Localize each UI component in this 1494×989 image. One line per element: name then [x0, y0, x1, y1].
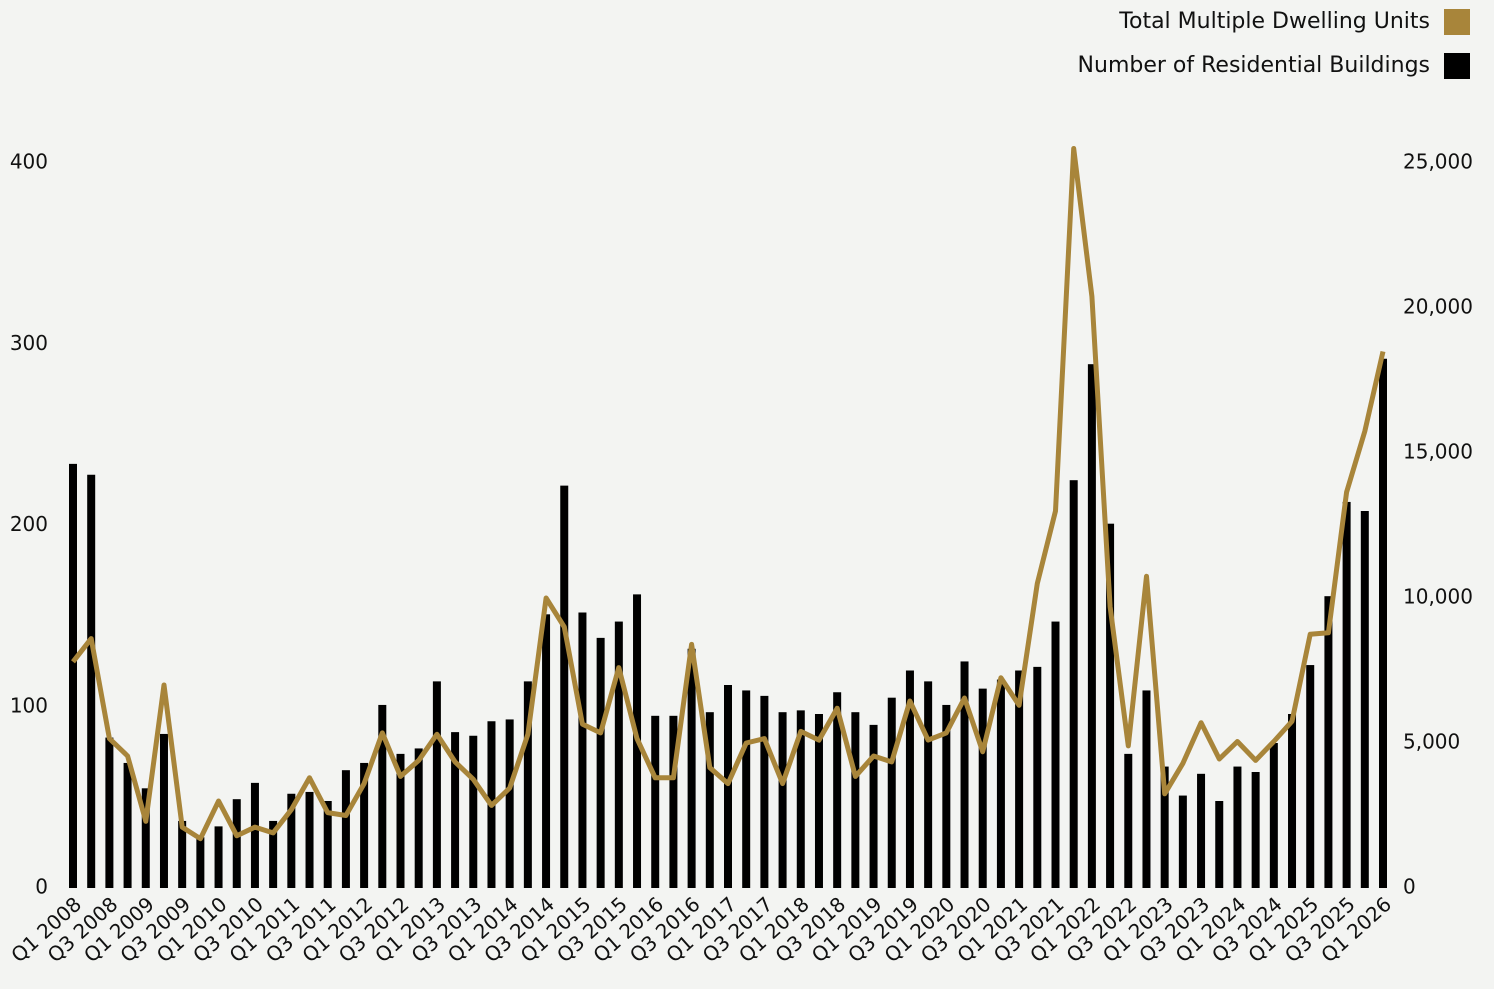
bar [232, 799, 241, 888]
y-tick-label: 200 [10, 512, 48, 536]
bar [1124, 753, 1133, 888]
bar [178, 820, 187, 888]
bar [159, 733, 168, 888]
bar [196, 837, 205, 888]
bar [669, 715, 678, 888]
bar [505, 719, 514, 888]
legend-swatch [1444, 53, 1470, 79]
bar [523, 681, 532, 888]
bar [960, 661, 969, 888]
y-tick-label: 400 [10, 150, 48, 174]
bar [451, 732, 460, 888]
y2-tick-label: 10,000 [1403, 585, 1473, 609]
bar [1015, 670, 1024, 888]
bar [978, 688, 987, 888]
y2-tick-label: 20,000 [1403, 295, 1473, 319]
bar [687, 648, 696, 888]
bar [1215, 801, 1224, 888]
bar [1051, 621, 1060, 888]
legend-label: Number of Residential Buildings [1078, 53, 1430, 78]
bar [1178, 795, 1187, 888]
bar [69, 463, 77, 888]
bar [560, 485, 569, 888]
bar [214, 826, 223, 888]
legend-swatch [1444, 9, 1470, 35]
bar [123, 762, 132, 888]
bar [1160, 766, 1169, 888]
bar [851, 712, 860, 888]
bar [1142, 690, 1151, 888]
bar [1306, 665, 1315, 888]
bar [1233, 766, 1242, 888]
bar [1360, 511, 1369, 888]
bar [887, 697, 896, 888]
bar [1324, 596, 1333, 888]
bar [742, 690, 751, 888]
bar [1069, 480, 1078, 888]
bar [724, 685, 732, 888]
bar [269, 820, 278, 888]
bar [651, 715, 660, 888]
bar [905, 670, 914, 888]
bar [1106, 523, 1115, 888]
bar [1342, 501, 1351, 888]
bar [87, 474, 96, 888]
bar [1087, 364, 1096, 888]
bar [778, 712, 787, 888]
bar [432, 681, 441, 888]
bar [305, 791, 314, 888]
bar [341, 770, 350, 888]
legend-label: Total Multiple Dwelling Units [1118, 9, 1430, 34]
line [71, 146, 1386, 842]
bar [1288, 714, 1297, 888]
bar [360, 762, 369, 888]
bar [141, 788, 150, 888]
bar [323, 801, 332, 888]
y2-tick-label: 25,000 [1403, 150, 1473, 174]
bar [1379, 358, 1387, 888]
bar [760, 695, 769, 888]
bar [614, 621, 623, 888]
bar [1197, 773, 1206, 888]
bar [996, 679, 1005, 888]
bar [833, 692, 842, 888]
y-tick-label: 0 [35, 875, 48, 899]
bar [578, 612, 587, 888]
bar [1033, 666, 1042, 888]
bar [105, 737, 114, 888]
y-tick-label: 300 [10, 331, 48, 355]
bar [869, 724, 878, 888]
y-tick-label: 100 [10, 693, 48, 717]
bar [705, 712, 714, 888]
bar [796, 710, 805, 888]
bar [469, 735, 478, 888]
bar [1269, 743, 1278, 888]
bar [378, 704, 387, 888]
y2-tick-label: 5,000 [1403, 730, 1460, 754]
bar [542, 614, 551, 888]
bar [396, 753, 405, 888]
y2-tick-label: 15,000 [1403, 440, 1473, 464]
bar [924, 681, 933, 888]
y2-tick-label: 0 [1403, 875, 1416, 899]
bar [250, 782, 259, 888]
bar [287, 793, 296, 888]
bar [596, 637, 605, 888]
bar [814, 714, 823, 888]
bar [1251, 772, 1260, 888]
bar [942, 704, 951, 888]
bar [414, 748, 423, 888]
